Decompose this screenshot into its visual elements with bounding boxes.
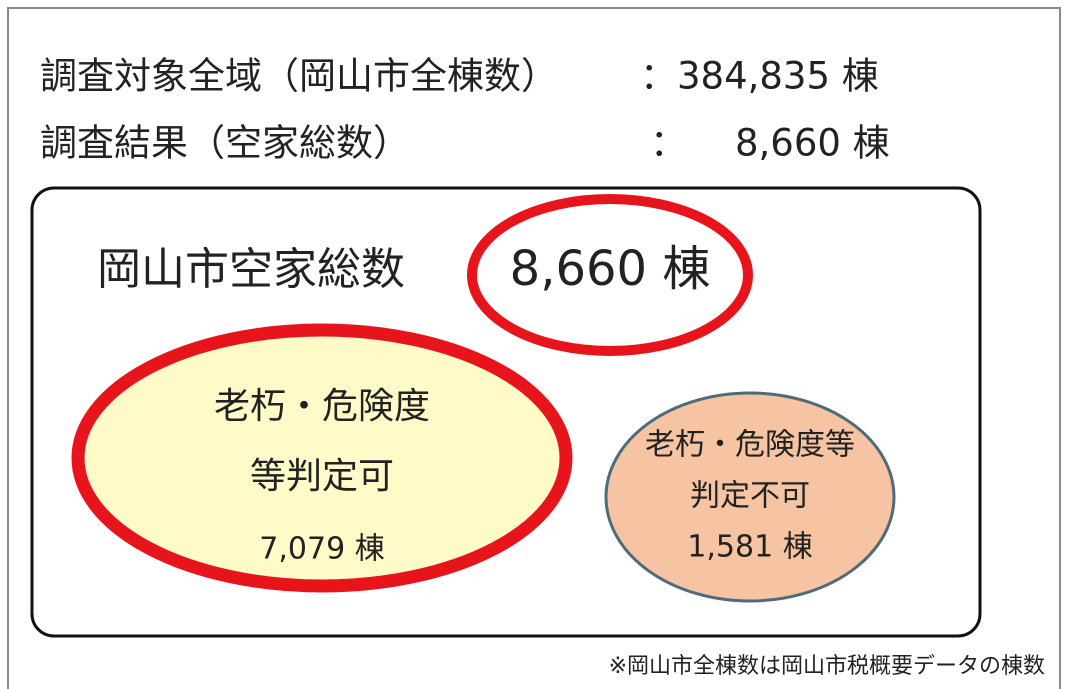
vacant-value: 8,660 棟	[735, 122, 890, 165]
unjudgeable-count: 1,581 棟	[687, 530, 812, 565]
vacant-colon: ：	[650, 122, 687, 165]
total-label: 調査対象全域（岡山市全棟数）	[40, 55, 558, 98]
judgeable-ellipse	[71, 323, 573, 593]
box-total: 8,660 棟	[510, 241, 711, 297]
footnote: ※岡山市全棟数は岡山市税概要データの棟数	[609, 654, 1045, 679]
total-value: ：384,835 棟	[640, 55, 879, 98]
unjudgeable-line2: 判定不可	[690, 479, 810, 514]
box-title: 岡山市空家総数	[97, 244, 405, 295]
outer-frame	[7, 7, 1061, 689]
judgeable-count: 7,079 棟	[259, 532, 384, 567]
judgeable-line2: 等判定可	[250, 456, 394, 497]
judgeable-line1: 老朽・危険度	[214, 386, 430, 427]
vacant-label: 調査結果（空家総数）	[40, 122, 410, 165]
unjudgeable-ellipse	[604, 391, 896, 603]
highlight-circle	[467, 194, 753, 356]
unjudgeable-line1: 老朽・危険度等	[645, 428, 855, 463]
